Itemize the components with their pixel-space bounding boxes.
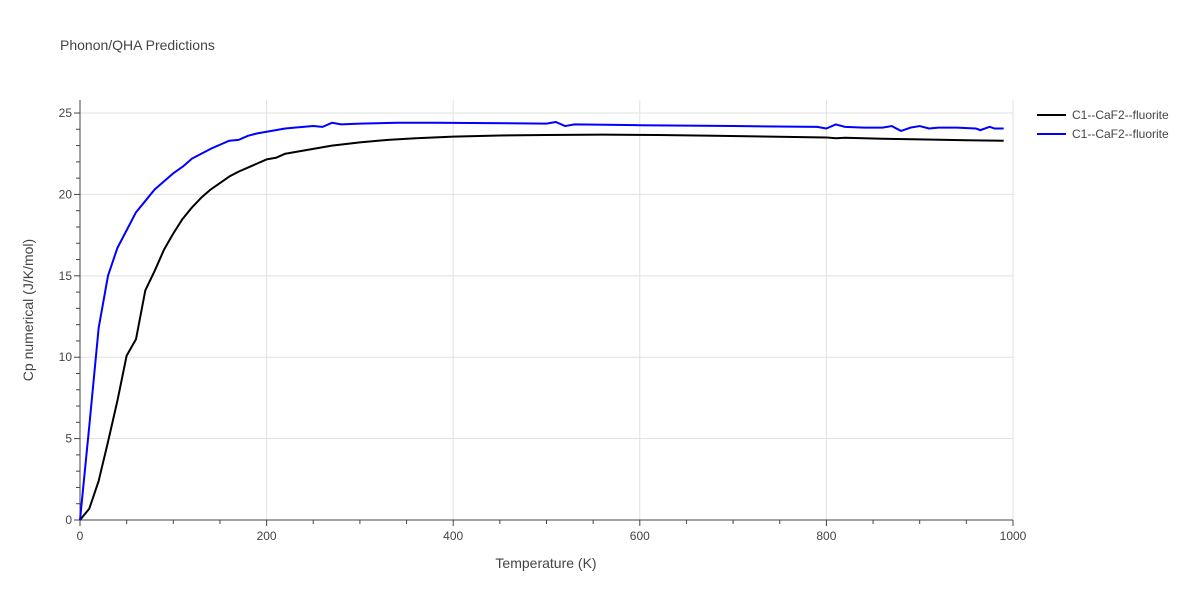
y-tick-label: 0: [65, 513, 72, 527]
y-tick-label: 15: [59, 269, 73, 283]
y-axis-label: Cp numerical (J/K/mol): [20, 239, 36, 381]
series-layer: [79, 120, 1004, 521]
y-tick-label: 10: [59, 350, 73, 364]
tick-labels: 0 200 400 600 800 1000 0 5 10 15 20 25: [59, 106, 1027, 543]
series-line-1: [79, 133, 1004, 521]
x-tick-label: 200: [257, 529, 277, 543]
x-tick-label: 1000: [1000, 529, 1027, 543]
legend-item-1[interactable]: C1--CaF2--fluorite: [1037, 108, 1169, 122]
y-tick-label: 25: [59, 106, 73, 120]
series-line-2: [79, 120, 1004, 521]
axes: [74, 100, 1014, 526]
y-tick-label: 20: [59, 187, 73, 201]
chart-title: Phonon/QHA Predictions: [60, 37, 215, 53]
grid-lines: [80, 100, 1014, 520]
legend-label: C1--CaF2--fluorite: [1072, 108, 1169, 122]
x-axis-label: Temperature (K): [495, 555, 596, 571]
x-tick-label: 0: [77, 529, 84, 543]
x-tick-label: 800: [816, 529, 836, 543]
y-tick-label: 5: [65, 432, 72, 446]
x-tick-label: 600: [630, 529, 650, 543]
legend-label: C1--CaF2--fluorite: [1072, 127, 1169, 141]
legend[interactable]: C1--CaF2--fluorite C1--CaF2--fluorite: [1037, 108, 1169, 141]
legend-item-2[interactable]: C1--CaF2--fluorite: [1037, 127, 1169, 141]
x-tick-label: 400: [443, 529, 463, 543]
